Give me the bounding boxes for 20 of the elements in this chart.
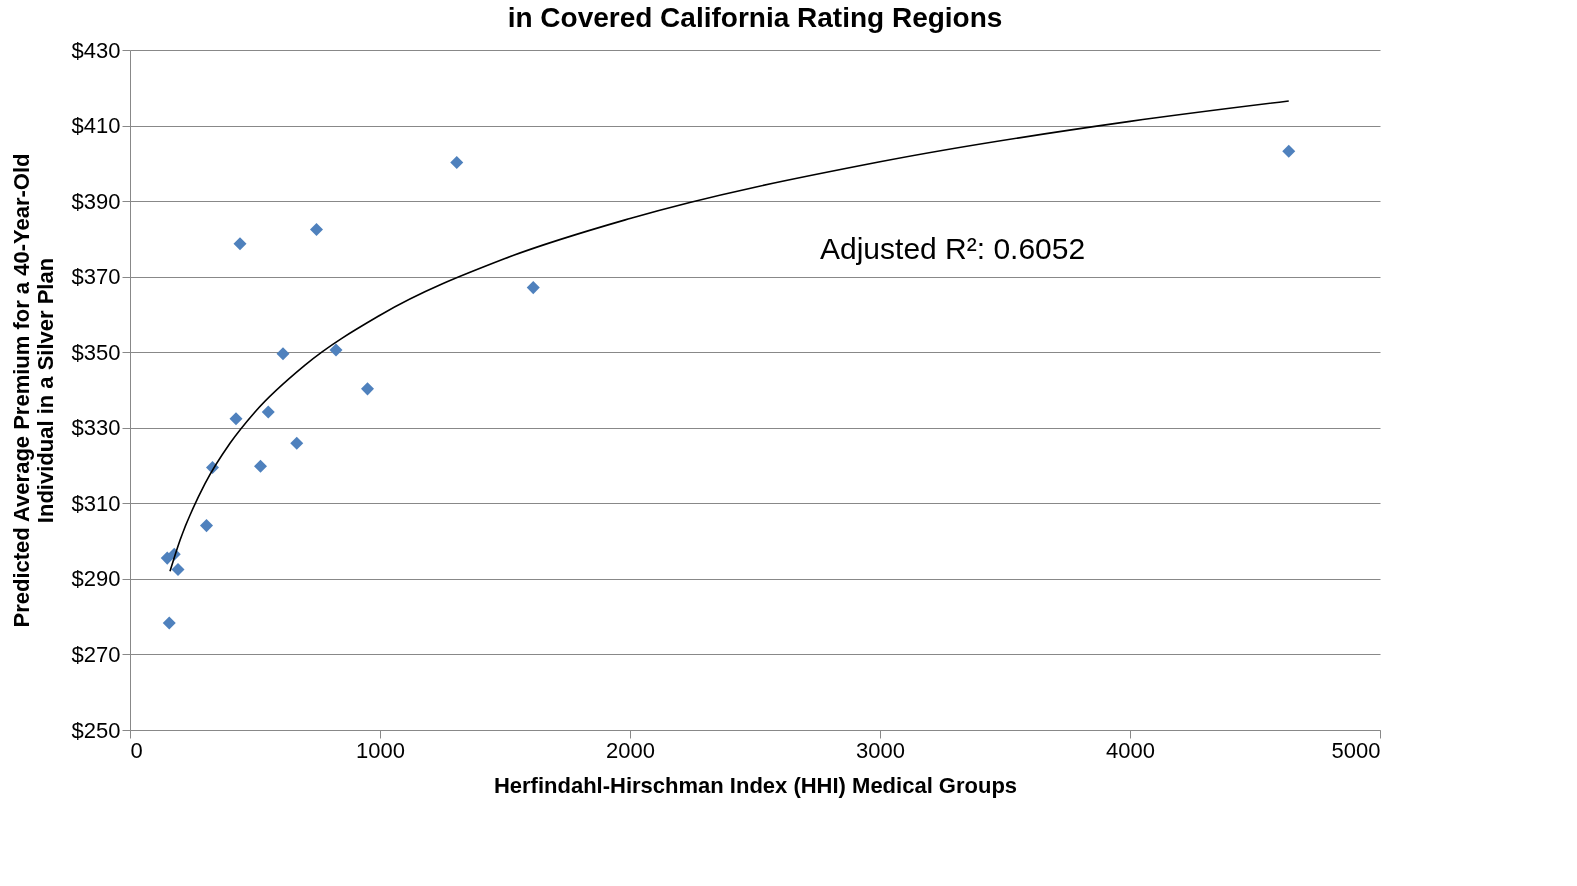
- x-tick-label: 0: [130, 737, 143, 763]
- y-tick-label: $270: [71, 641, 121, 667]
- y-tick-label: $410: [71, 113, 121, 139]
- x-tick-label: 5000: [1331, 737, 1381, 763]
- y-axis-title: Predicted Average Premium for a 40-Year-Old Individual in a Silver Plan: [8, 153, 58, 628]
- y-tick-label: $290: [71, 566, 121, 592]
- chart-title: in Covered California Rating Regions: [507, 2, 1003, 33]
- x-tick-label: 3000: [856, 737, 905, 763]
- y-tick-label: $330: [71, 415, 121, 441]
- annotation: Adjusted R²: 0.6052: [820, 232, 1086, 265]
- x-tick-label: 1000: [356, 737, 405, 763]
- y-tick-label: $350: [71, 339, 121, 365]
- y-tick-label: $430: [71, 37, 121, 63]
- y-tick-label: $370: [71, 264, 121, 290]
- x-tick-label: 2000: [606, 737, 655, 763]
- y-tick-label: $250: [71, 717, 121, 743]
- y-tick-label: $310: [71, 490, 121, 516]
- x-axis-title: Herfindahl-Hirschman Index (HHI) Medical Groups: [493, 772, 1018, 798]
- x-tick-label: 4000: [1106, 737, 1155, 763]
- y-tick-label: $390: [71, 188, 121, 214]
